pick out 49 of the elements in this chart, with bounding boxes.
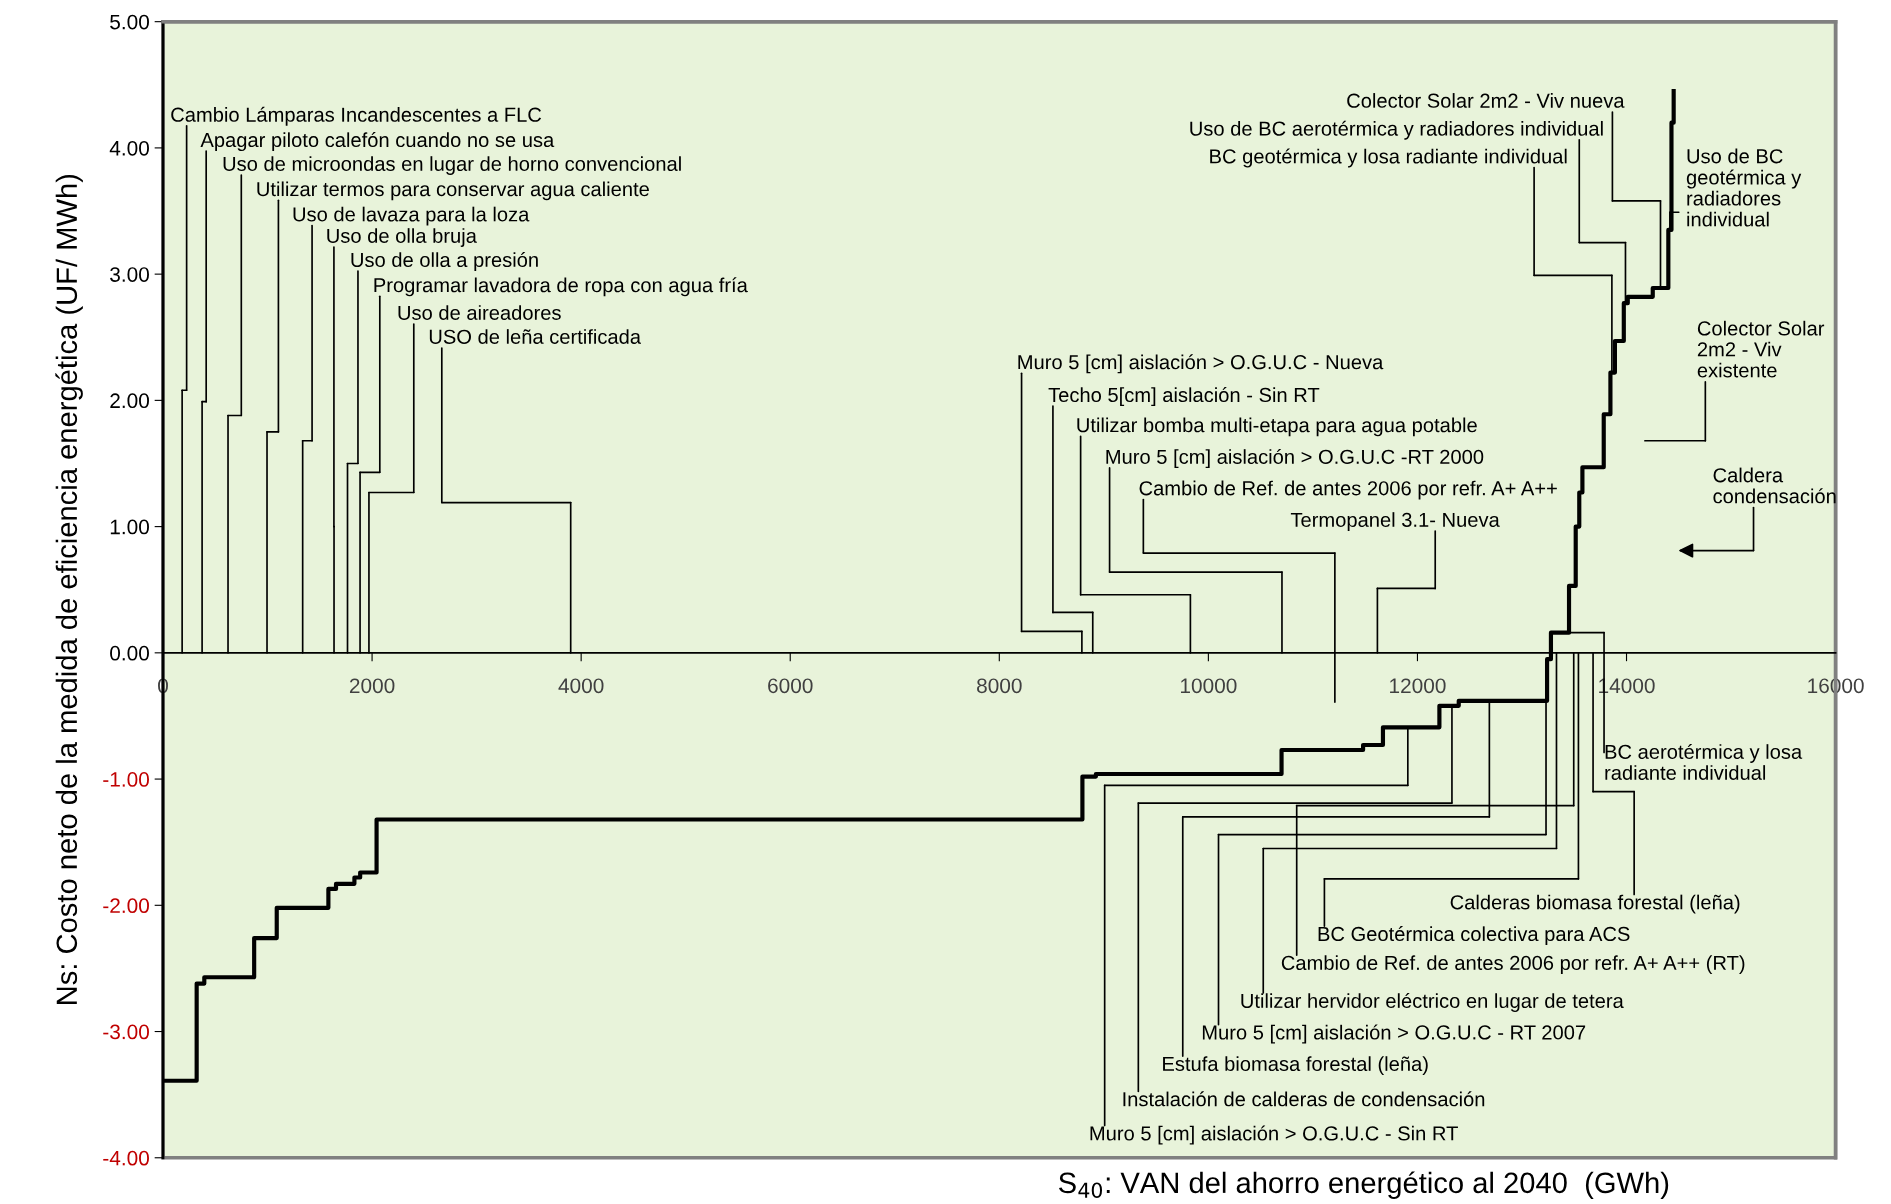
x-tick-label: 8000 — [977, 678, 1022, 694]
y-tick-label: 5.00 — [110, 14, 149, 30]
annotation: Caldera condensación — [1713, 467, 1836, 504]
x-tick-label: 4000 — [558, 678, 604, 694]
annotation: BC aerotérmica y losa radiante individual — [1605, 743, 1803, 780]
annotation: Utilizar termos para conservar agua caliente — [257, 181, 649, 201]
annotation: Instalación de calderas de condensación — [1123, 1091, 1485, 1107]
x-tick-label: 6000 — [768, 678, 813, 694]
annotation: Termopanel 3.1- Nueva — [1290, 512, 1500, 531]
annotation: Uso de lavaza para la loza — [293, 206, 530, 226]
annotation: Colector Solar 2m2 - Viv nueva — [1347, 93, 1625, 108]
annotation: Muro 5 [cm] aislación > O.G.U.C -RT 2000 — [1106, 448, 1484, 468]
x-tick-label: 2000 — [349, 678, 395, 694]
y-axis-title: Ns: Costo neto de la medida de eficiencia energética (UF/ MWh) — [55, 174, 83, 1004]
annotation: Uso de aireadores — [398, 305, 561, 320]
annotation: Uso de BC geotérmica y radiadores individual — [1686, 148, 1802, 227]
annotation: Muro 5 [cm] aislación > O.G.U.C - Sin RT — [1090, 1125, 1458, 1145]
annotation: Calderas biomasa forestal (leña) — [1450, 894, 1740, 914]
annotation: Muro 5 [cm] aislación > O.G.U.C - Nueva — [1018, 354, 1384, 374]
annotation: Colector Solar 2m2 - Viv existente — [1697, 320, 1825, 378]
annotation: Programar lavadora de ropa con agua fría — [374, 277, 748, 297]
y-tick-label: -2.00 — [103, 898, 149, 914]
annotation: Uso de microondas en lugar de horno convencional — [223, 156, 681, 175]
y-tick-label: 1.00 — [110, 519, 149, 535]
y-tick-label: -1.00 — [103, 772, 149, 787]
annotation: Uso de BC aerotérmica y radiadores individual — [1190, 120, 1603, 140]
x-tick-label: 12000 — [1390, 678, 1446, 694]
annotation: BC geotérmica y losa radiante individual — [1210, 148, 1567, 168]
y-tick-label: -3.00 — [103, 1024, 149, 1040]
annotation: Cambio Lámparas Incandescentes a FLC — [171, 106, 542, 126]
y-tick-label: 3.00 — [110, 267, 149, 282]
y-tick-label: 0.00 — [110, 645, 149, 661]
annotation: Cambio de Ref. de antes 2006 por refr. A+ A++ (RT) — [1281, 955, 1745, 975]
y-tick-label: 4.00 — [109, 140, 149, 156]
annotation: Techo 5[cm] aislación - Sin RT — [1048, 387, 1320, 407]
annotation: Utilizar bomba multi-etapa para agua potable — [1077, 417, 1477, 437]
annotation: USO de leña certificada — [429, 329, 642, 344]
annotation: Muro 5 [cm] aislación > O.G.U.C - RT 2007 — [1202, 1024, 1586, 1044]
annotation: Cambio de Ref. de antes 2006 por refr. A+ A++ — [1139, 480, 1557, 500]
x-tick-label: 10000 — [1181, 678, 1237, 694]
annotation: Apagar piloto calefón cuando no se usa — [200, 132, 555, 152]
annotation: Uso de olla bruja — [327, 228, 477, 247]
y-tick-label: -4.00 — [103, 1150, 149, 1166]
annotation: Utilizar hervidor eléctrico en lugar de tetera — [1241, 993, 1624, 1012]
annotation: Estufa biomasa forestal (leña) — [1163, 1056, 1428, 1075]
annotation: BC Geotérmica colectiva para ACS — [1318, 926, 1630, 946]
y-tick-label: 2.00 — [110, 393, 149, 409]
annotation: Uso de olla a presión — [351, 252, 538, 272]
x-axis-title: S$_{40}$: VAN del ahorro energético al 2040 (GWh) — [1059, 1171, 1669, 1199]
